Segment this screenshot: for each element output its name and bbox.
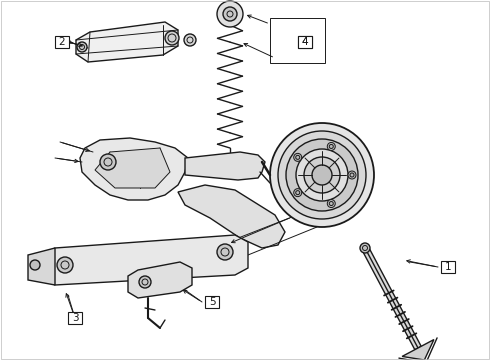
Polygon shape [362,246,421,350]
Polygon shape [185,152,265,180]
Circle shape [312,165,332,185]
Text: 5: 5 [209,297,215,307]
Circle shape [278,131,366,219]
Circle shape [57,257,73,273]
Circle shape [77,42,87,52]
Circle shape [294,153,302,161]
Text: 4: 4 [302,37,308,47]
Bar [68,312,82,324]
Bar [298,36,312,48]
Circle shape [165,31,179,45]
Circle shape [348,171,356,179]
Polygon shape [128,262,192,298]
Text: 2: 2 [59,37,65,47]
Bar [55,36,69,48]
Circle shape [223,7,237,21]
Polygon shape [402,339,434,360]
Circle shape [184,34,196,46]
Circle shape [217,1,243,27]
Polygon shape [178,185,285,248]
Polygon shape [28,248,55,285]
Circle shape [139,276,151,288]
Circle shape [286,139,358,211]
Polygon shape [95,148,170,188]
Circle shape [294,189,302,197]
Circle shape [30,260,40,270]
Circle shape [327,143,335,150]
Circle shape [327,199,335,207]
Circle shape [360,243,370,253]
Polygon shape [76,22,178,62]
Polygon shape [80,138,188,200]
Bar [270,18,325,63]
Text: 1: 1 [445,262,451,272]
Bar [205,296,219,308]
Bar [441,261,455,273]
Circle shape [304,157,340,193]
Bar [298,36,312,48]
Circle shape [296,149,348,201]
Text: 3: 3 [72,313,78,323]
Text: 4: 4 [302,37,308,47]
Circle shape [270,123,374,227]
Polygon shape [42,235,248,285]
Circle shape [217,244,233,260]
Circle shape [100,154,116,170]
